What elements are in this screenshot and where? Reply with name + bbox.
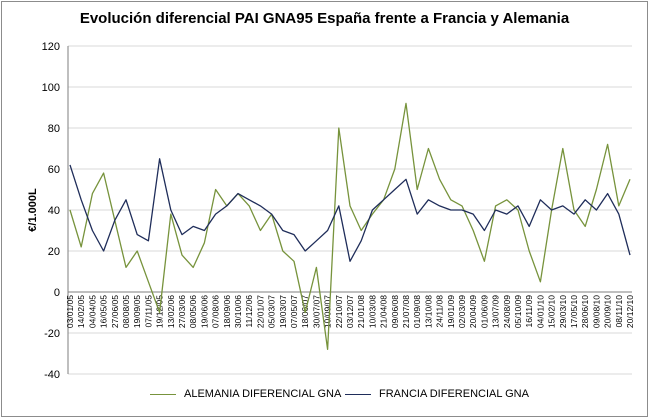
x-tick-label: 03/01/05 — [65, 295, 75, 328]
x-tick-label: 21/04/08 — [379, 295, 389, 328]
x-tick-label: 01/09/08 — [412, 295, 422, 328]
y-tick-label: 40 — [48, 205, 60, 217]
x-tick-label: 28/06/10 — [580, 295, 590, 328]
series-line-alemania — [69, 102, 631, 351]
x-tick-label: 22/01/07 — [255, 295, 265, 328]
x-tick-label: 24/08/09 — [502, 295, 512, 328]
x-tick-label: 18/09/06 — [222, 295, 232, 328]
y-tick-label: 20 — [48, 246, 60, 258]
x-tick-label: 19/03/07 — [278, 295, 288, 328]
legend-swatch-francia — [345, 393, 371, 395]
x-tick-label: 19/09/05 — [132, 295, 142, 328]
x-tick-label: 05/03/07 — [267, 295, 277, 328]
x-tick-label: 24/11/08 — [435, 295, 445, 328]
x-tick-label: 15/02/10 — [547, 295, 557, 328]
x-tick-label: 16/05/05 — [99, 295, 109, 328]
x-tick-label: 19/06/06 — [199, 295, 209, 328]
y-tick-label: -40 — [44, 369, 60, 381]
chart-title: Evolución diferencial PAI GNA95 España f… — [79, 10, 570, 27]
x-tick-label: 04/04/05 — [87, 295, 97, 328]
x-tick-label: 02/03/09 — [457, 295, 467, 328]
x-tick-label: 09/08/10 — [591, 295, 601, 328]
x-tick-label: 04/01/10 — [535, 295, 545, 328]
legend-swatch-alemania — [150, 393, 176, 395]
x-tick-label: 20/09/10 — [603, 295, 613, 328]
x-tick-label: 27/06/05 — [110, 295, 120, 328]
x-tick-label: 07/08/06 — [211, 295, 221, 328]
x-tick-label: 30/10/06 — [233, 295, 243, 328]
legend-label-alemania: ALEMANIA DIFERENCIAL GNA — [184, 388, 342, 400]
x-tick-label: 13/10/08 — [423, 295, 433, 328]
x-tick-label: 13/07/09 — [491, 295, 501, 328]
x-tick-label: 01/06/09 — [479, 295, 489, 328]
x-tick-label: 29/03/10 — [558, 295, 568, 328]
legend: ALEMANIA DIFERENCIAL GNA FRANCIA DIFEREN… — [0, 388, 649, 408]
x-tick-label: 09/06/08 — [390, 295, 400, 328]
x-tick-label: 08/11/10 — [614, 295, 624, 328]
y-tick-label: 120 — [42, 41, 60, 53]
x-tick-label: 20/04/09 — [468, 295, 478, 328]
y-tick-label: 60 — [48, 164, 60, 176]
y-tick-label: 100 — [42, 82, 60, 94]
x-tick-label: 19/01/09 — [446, 295, 456, 328]
x-tick-label: 27/03/06 — [177, 295, 187, 328]
x-tick-label: 17/05/10 — [569, 295, 579, 328]
x-tick-label: 14/02/05 — [76, 295, 86, 328]
x-tick-label: 07/11/05 — [143, 295, 153, 328]
x-tick-label: 21/01/08 — [356, 295, 366, 328]
y-tick-label: 80 — [48, 123, 60, 135]
x-tick-label: 16/11/09 — [524, 295, 534, 328]
x-tick-label: 22/10/07 — [334, 295, 344, 328]
x-tick-label: 10/09/07 — [323, 295, 333, 328]
y-tick-label: -20 — [44, 328, 60, 340]
x-tick-label: 03/12/07 — [345, 295, 355, 328]
x-tick-label: 13/02/06 — [166, 295, 176, 328]
x-tick-label: 11/12/06 — [244, 295, 254, 328]
x-tick-label: 08/05/06 — [188, 295, 198, 328]
x-tick-label: 10/03/08 — [367, 295, 377, 328]
x-tick-label: 21/07/08 — [401, 295, 411, 328]
y-tick-label: 0 — [54, 287, 60, 299]
legend-item-alemania: ALEMANIA DIFERENCIAL GNA — [150, 388, 341, 400]
x-tick-label: 07/05/07 — [289, 295, 299, 328]
x-tick-label: 30/07/07 — [311, 295, 321, 328]
series-line-francia — [69, 158, 631, 262]
x-tick-label: 08/08/05 — [121, 295, 131, 328]
x-tick-label: 20/12/10 — [625, 295, 635, 328]
x-tick-label: 05/10/09 — [513, 295, 523, 328]
legend-item-francia: FRANCIA DIFERENCIAL GNA — [345, 388, 529, 400]
legend-label-francia: FRANCIA DIFERENCIAL GNA — [379, 388, 529, 400]
y-axis-label: €/1.000L — [27, 188, 39, 232]
